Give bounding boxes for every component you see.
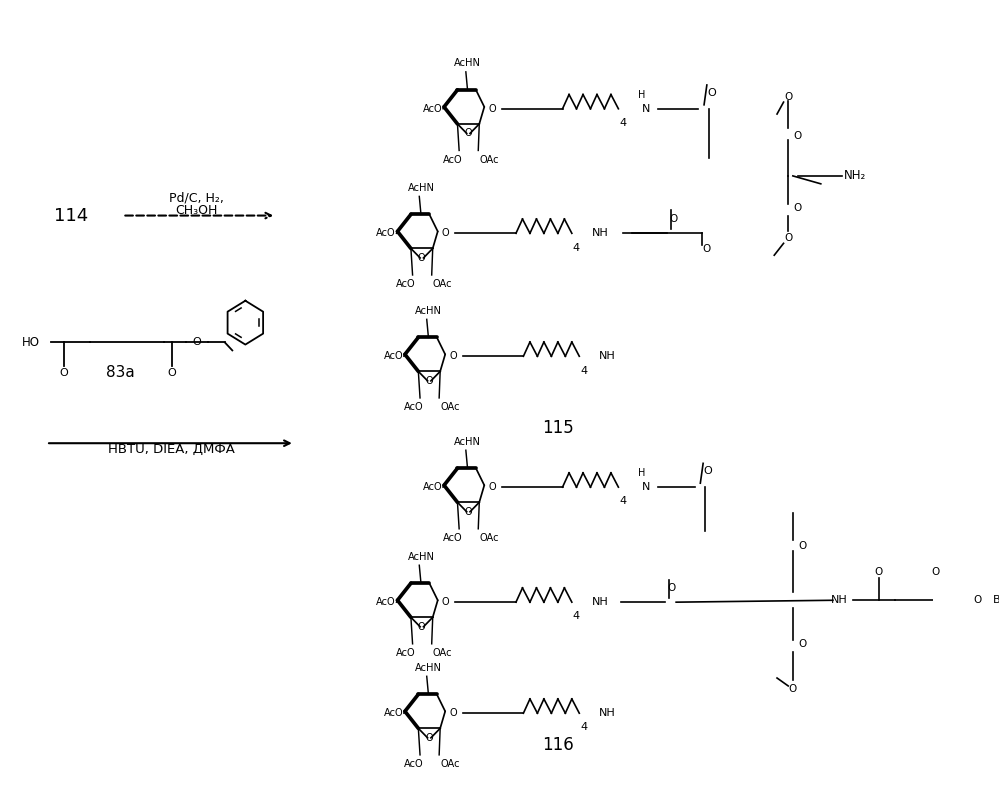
Text: Bn: Bn <box>993 595 999 605</box>
Text: O: O <box>667 583 675 593</box>
Text: O: O <box>426 733 434 743</box>
Text: AcHN: AcHN <box>455 437 481 447</box>
Text: O: O <box>703 466 712 476</box>
Text: O: O <box>789 684 797 694</box>
Text: OAc: OAc <box>433 648 453 658</box>
Text: AcO: AcO <box>404 403 424 412</box>
Text: OAc: OAc <box>480 533 499 543</box>
Text: AcO: AcO <box>443 533 463 543</box>
Text: CH₃OH: CH₃OH <box>176 205 218 217</box>
Text: NH: NH <box>598 351 615 361</box>
Text: AcHN: AcHN <box>455 58 481 68</box>
Text: AcO: AcO <box>384 708 404 718</box>
Text: O: O <box>168 368 176 377</box>
Text: AcO: AcO <box>377 228 396 238</box>
Text: NH: NH <box>591 228 608 238</box>
Text: H: H <box>638 468 645 478</box>
Text: O: O <box>798 639 806 649</box>
Text: OAc: OAc <box>441 759 460 770</box>
Text: AcHN: AcHN <box>415 306 442 316</box>
Text: AcO: AcO <box>423 103 443 114</box>
Text: O: O <box>489 103 496 114</box>
Text: AcO: AcO <box>423 482 443 492</box>
Text: AcO: AcO <box>443 155 463 165</box>
Text: AcHN: AcHN <box>408 183 435 193</box>
Text: H: H <box>638 89 645 100</box>
Text: O: O <box>465 128 473 139</box>
Text: NH₂: NH₂ <box>844 170 866 182</box>
Text: O: O <box>798 541 806 552</box>
Text: AcO: AcO <box>397 648 416 658</box>
Text: AcHN: AcHN <box>415 663 442 673</box>
Text: O: O <box>489 482 496 492</box>
Text: O: O <box>793 203 801 213</box>
Text: O: O <box>669 214 677 224</box>
Text: OAc: OAc <box>480 155 499 165</box>
Text: AcHN: AcHN <box>408 552 435 562</box>
Text: O: O <box>465 507 473 517</box>
Text: 116: 116 <box>542 736 574 755</box>
Text: 115: 115 <box>542 419 574 437</box>
Text: O: O <box>59 368 68 377</box>
Text: NH: NH <box>591 597 608 607</box>
Text: O: O <box>450 708 457 718</box>
Text: OAc: OAc <box>441 403 460 412</box>
Text: O: O <box>784 232 792 243</box>
Text: O: O <box>442 228 450 238</box>
Text: OAc: OAc <box>433 279 453 290</box>
Text: O: O <box>426 376 434 386</box>
Text: O: O <box>418 622 426 632</box>
Text: O: O <box>793 131 801 141</box>
Text: NH: NH <box>598 708 615 718</box>
Text: O: O <box>874 567 883 577</box>
Text: 4: 4 <box>580 365 587 376</box>
Text: 83a: 83a <box>106 365 135 380</box>
Text: O: O <box>418 253 426 263</box>
Text: AcO: AcO <box>384 351 404 361</box>
Text: O: O <box>702 244 711 254</box>
Text: O: O <box>450 351 457 361</box>
Text: AcO: AcO <box>404 759 424 770</box>
Text: 114: 114 <box>54 206 88 224</box>
Text: NH: NH <box>831 595 848 605</box>
Text: 4: 4 <box>580 723 587 732</box>
Text: HO: HO <box>22 336 40 349</box>
Text: O: O <box>193 338 202 348</box>
Text: O: O <box>784 92 792 102</box>
Text: O: O <box>442 597 450 607</box>
Text: O: O <box>707 88 716 98</box>
Text: N: N <box>642 103 650 114</box>
Text: AcO: AcO <box>377 597 396 607</box>
Text: AcO: AcO <box>397 279 416 290</box>
Text: O: O <box>973 595 981 605</box>
Text: Pd/C, H₂,: Pd/C, H₂, <box>170 192 225 205</box>
Text: HBTU, DIEA, ДМФА: HBTU, DIEA, ДМФА <box>108 443 235 456</box>
Text: 4: 4 <box>573 243 580 252</box>
Text: 4: 4 <box>619 497 626 506</box>
Text: N: N <box>642 482 650 492</box>
Text: 4: 4 <box>573 611 580 622</box>
Text: 4: 4 <box>619 118 626 128</box>
Text: O: O <box>931 567 939 577</box>
